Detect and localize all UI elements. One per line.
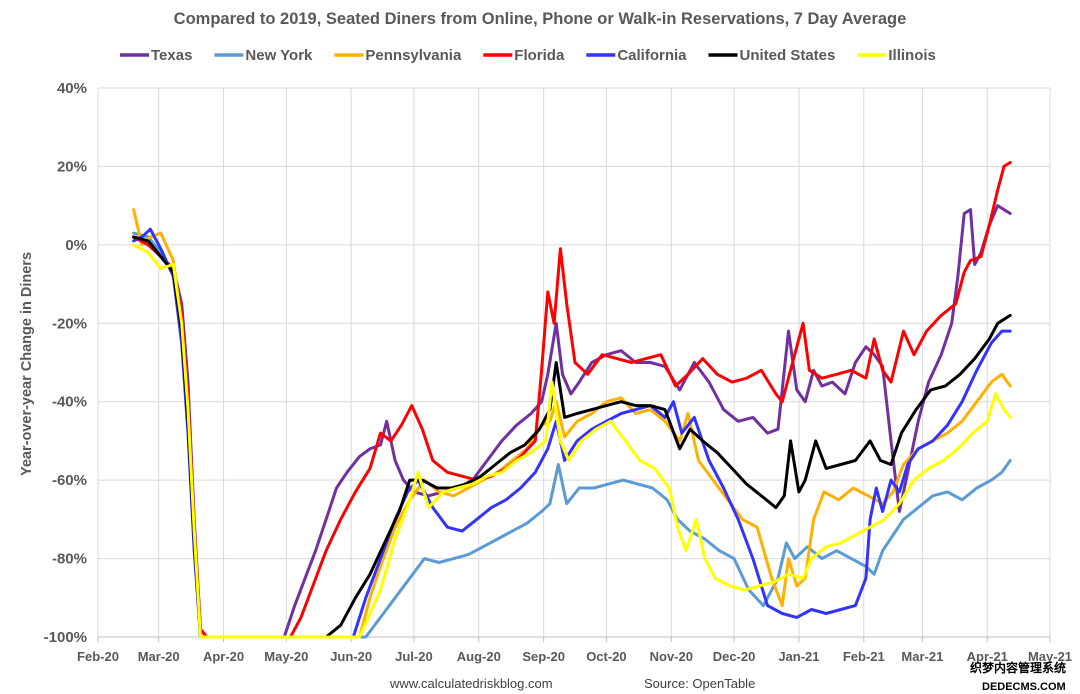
series-line-california (132, 227, 1012, 639)
x-tick-label: Feb-21 (843, 649, 885, 664)
series-line-florida (132, 161, 1012, 639)
watermark-line1: 织梦内容管理系统 (970, 660, 1066, 675)
legend-label-florida: Florida (514, 47, 565, 64)
watermark-line2: DEDECMS.COM (982, 681, 1066, 693)
chart-title: Compared to 2019, Seated Diners from Onl… (174, 10, 907, 28)
x-tick-label: Mar-20 (138, 649, 180, 664)
legend-label-texas: Texas (151, 47, 192, 64)
y-axis-ticks: 40% 20% 0% -20% -40% -60% -80% -100% (44, 80, 87, 646)
legend-label-pennsylvania: Pennsylvania (365, 47, 462, 64)
y-axis-label: Year-over-year Change in Diners (19, 252, 35, 476)
footer-source-site: www.calculatedriskblog.com (389, 676, 553, 691)
x-tick-label: Feb-20 (77, 649, 119, 664)
x-tick-label: Sep-20 (522, 649, 565, 664)
legend-label-new-york: New York (245, 47, 313, 64)
series-line-united-states (132, 235, 1012, 639)
series-line-pennsylvania (132, 208, 1012, 639)
x-tick-label: Aug-20 (457, 649, 501, 664)
x-tick-label: May-20 (264, 649, 308, 664)
y-tick-label: 40% (57, 80, 87, 97)
y-tick-label: -20% (52, 315, 87, 332)
y-tick-label: -40% (52, 394, 87, 411)
y-tick-label: -100% (44, 629, 87, 646)
legend: Texas New York Pennsylvania Florida Californ… (120, 47, 936, 64)
legend-label-california: California (617, 47, 687, 64)
y-tick-label: -80% (52, 551, 87, 568)
x-tick-label: Apr-20 (203, 649, 244, 664)
x-tick-label: Jul-20 (395, 649, 433, 664)
gridlines (97, 87, 1051, 642)
watermark: 织梦内容管理系统 DEDECMS.COM (970, 660, 1066, 693)
x-tick-label: Nov-20 (650, 649, 693, 664)
legend-label-illinois: Illinois (888, 47, 936, 64)
x-tick-label: Oct-20 (586, 649, 626, 664)
x-tick-label: Mar-21 (901, 649, 943, 664)
x-tick-label: Apr-21 (967, 649, 1008, 664)
x-tick-label: Jun-20 (330, 649, 372, 664)
x-tick-label: Jan-21 (778, 649, 819, 664)
series-lines (132, 161, 1012, 639)
footer-source: Source: OpenTable (644, 676, 755, 691)
y-tick-label: -60% (52, 472, 87, 489)
x-tick-label: Dec-20 (713, 649, 756, 664)
x-axis-ticks: Feb-20 Mar-20 Apr-20 May-20 Jun-20 Jul-20 Aug-… (77, 649, 1072, 664)
series-line-new-york (132, 231, 1012, 639)
x-tick-label: May-21 (1028, 649, 1072, 664)
y-tick-label: 0% (65, 237, 87, 254)
series-line-texas (132, 204, 1012, 639)
legend-label-united-states: United States (740, 47, 836, 64)
y-tick-label: 20% (57, 158, 87, 175)
series-line-illinois (132, 243, 1012, 639)
